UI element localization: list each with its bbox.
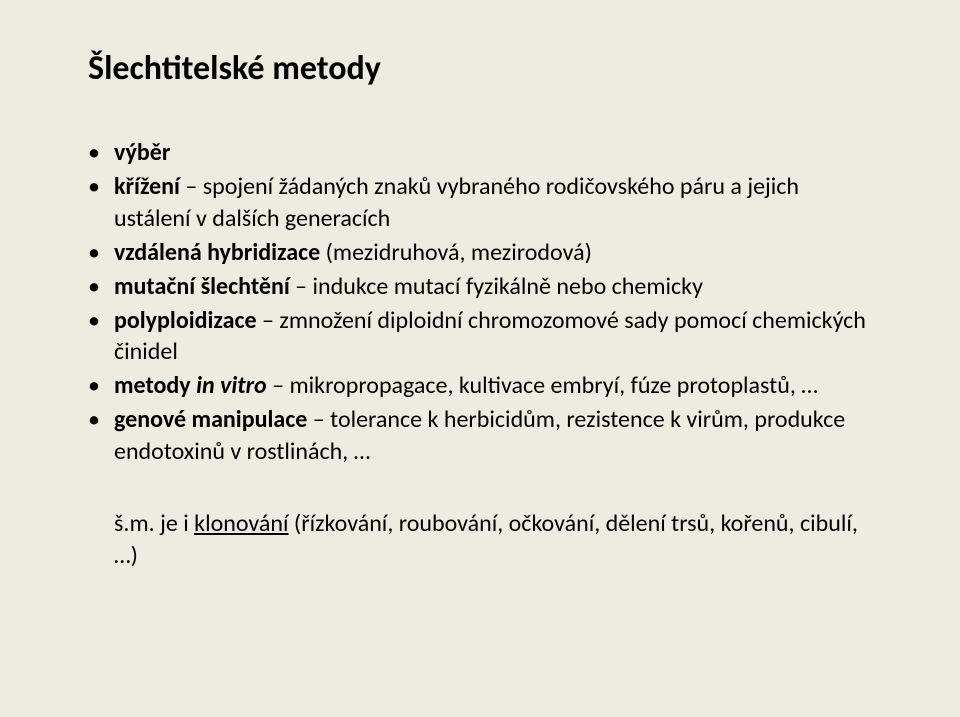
list-item-rest: – mikropropagace, kultivace embryí, fúze… bbox=[267, 371, 818, 400]
list-item-rest: (mezidruhová, mezirodová) bbox=[320, 238, 592, 267]
footnote-prefix: š.m. je i bbox=[114, 509, 194, 538]
list-item: křížení – spojení žádaných znaků vybrané… bbox=[88, 171, 872, 235]
list-item-lead: mutační šlechtění bbox=[114, 272, 290, 301]
list-item: genové manipulace – tolerance k herbicid… bbox=[88, 404, 872, 468]
list-item: mutační šlechtění – indukce mutací fyzik… bbox=[88, 271, 872, 303]
list-item: vzdálená hybridizace (mezidruhová, mezir… bbox=[88, 237, 872, 269]
list-item-lead: genové manipulace bbox=[114, 405, 307, 434]
slide-title: Šlechtitelské metody bbox=[88, 48, 872, 89]
list-item-lead: polyploidizace bbox=[114, 306, 257, 335]
slide: Šlechtitelské metody výběr křížení – spo… bbox=[0, 0, 960, 717]
footnote-underlined: klonování bbox=[194, 509, 288, 538]
footnote: š.m. je i klonování (řízkování, roubován… bbox=[88, 508, 872, 572]
list-item-lead: výběr bbox=[114, 138, 170, 167]
list-item-rest: – spojení žádaných znaků vybraného rodič… bbox=[114, 172, 799, 233]
list-item-lead: metody in vitro bbox=[114, 371, 267, 400]
bullet-list: výběr křížení – spojení žádaných znaků v… bbox=[88, 137, 872, 468]
list-item: metody in vitro – mikropropagace, kultiv… bbox=[88, 370, 872, 402]
list-item-rest: – indukce mutací fyzikálně nebo chemicky bbox=[290, 272, 703, 301]
list-item-lead: křížení bbox=[114, 172, 180, 201]
list-item: výběr bbox=[88, 137, 872, 169]
list-item-lead: vzdálená hybridizace bbox=[114, 238, 320, 267]
list-item: polyploidizace – zmnožení diploidní chro… bbox=[88, 305, 872, 369]
